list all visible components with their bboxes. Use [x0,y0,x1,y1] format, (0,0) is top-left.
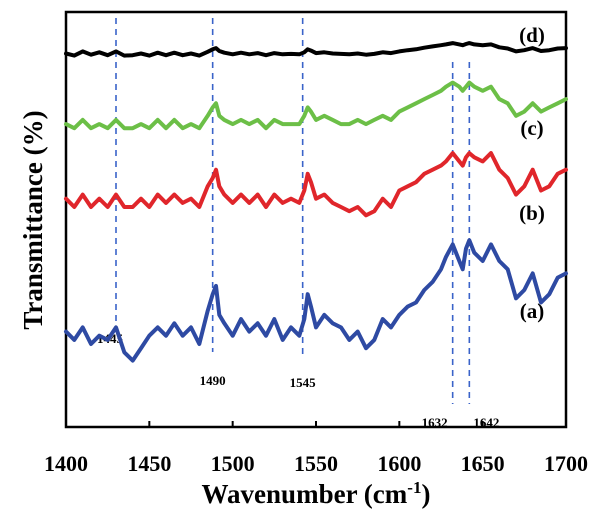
series-label-b: (b) [519,201,545,225]
series-line-c [64,80,568,131]
x-axis-title: Wavenumber (cm-1) [202,478,431,509]
x-tick-label-1550: 1550 [294,451,338,476]
series-label-a: (a) [520,299,545,323]
x-tick-label-1450: 1450 [127,451,171,476]
marker-label-1490: 1490 [200,373,226,388]
series-group [64,41,568,363]
series-line-b [64,151,568,218]
marker-label-1632: 1632 [422,415,448,430]
x-tick-label-1400: 1400 [44,451,88,476]
plot-frame [64,10,568,429]
x-tick-label-1650: 1650 [461,451,505,476]
series-line-d [64,41,568,58]
marker-label-1545: 1545 [290,375,317,390]
series-label-c: (c) [520,116,543,140]
x-axis-ticks: 1400 1450 1500 1550 1600 1650 1700 [44,421,588,476]
x-tick-label-1600: 1600 [377,451,421,476]
marker-label-1642: 1642 [473,415,499,430]
y-axis-title: Transmittance (%) [18,110,48,329]
series-labels: (a) (b) (c) (d) [519,23,545,323]
series-label-d: (d) [519,23,545,47]
x-tick-label-1500: 1500 [211,451,255,476]
x-tick-label-1700: 1700 [544,451,588,476]
series-line-a [64,238,568,363]
